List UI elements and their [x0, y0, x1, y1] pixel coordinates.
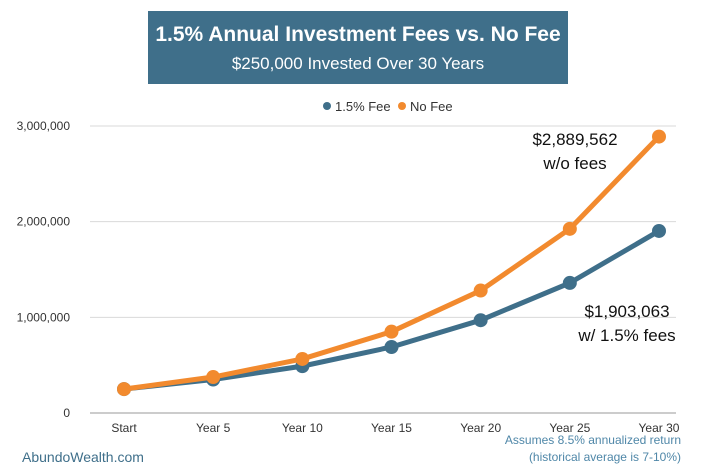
legend-marker-fee	[323, 102, 331, 110]
chart-subtitle: $250,000 Invested Over 30 Years	[231, 54, 485, 73]
x-tick-label: Year 10	[282, 421, 323, 435]
legend-marker-nofee	[398, 102, 406, 110]
gridlines	[90, 125, 676, 414]
data-point-fee	[384, 339, 399, 354]
legend-label-fee: 1.5% Fee	[335, 99, 391, 114]
chart-title: 1.5% Annual Investment Fees vs. No Fee	[155, 23, 561, 46]
chart-header: 1.5% Annual Investment Fees vs. No Fee $…	[148, 11, 568, 84]
legend-label-nofee: No Fee	[410, 99, 453, 114]
series-lines	[117, 129, 666, 397]
x-tick-label: Year 30	[639, 421, 680, 435]
data-point-fee	[652, 223, 666, 238]
annotation-nofee-value: $2,889,562	[532, 130, 617, 149]
data-point-nofee	[652, 129, 666, 144]
x-tick-label: Year 5	[196, 421, 231, 435]
data-point-nofee	[295, 351, 310, 366]
assumption-note-line2: (historical average is 7-10%)	[528, 450, 681, 464]
annotation-fee-value: $1,903,063	[584, 302, 669, 321]
data-point-nofee	[384, 324, 399, 339]
y-tick-label: 2,000,000	[17, 215, 71, 229]
data-point-nofee	[562, 221, 577, 236]
legend: 1.5% Fee No Fee	[323, 99, 453, 114]
y-tick-label: 3,000,000	[17, 119, 71, 133]
annotations: $2,889,562 w/o fees $1,903,063 w/ 1.5% f…	[532, 130, 675, 345]
y-tick-label: 0	[63, 406, 70, 420]
annotation-fee-label: w/ 1.5% fees	[577, 326, 675, 345]
assumption-note-line1: Assumes 8.5% annualized return	[504, 433, 681, 447]
data-point-fee	[562, 275, 577, 290]
brand-label: AbundoWealth.com	[22, 449, 144, 465]
data-point-nofee	[117, 382, 131, 397]
x-tick-label: Year 15	[371, 421, 412, 435]
series-line-fee	[121, 228, 662, 392]
data-point-nofee	[473, 283, 488, 298]
x-tick-label: Year 20	[460, 421, 501, 435]
y-tick-label: 1,000,000	[17, 310, 71, 324]
x-tick-label: Year 25	[549, 421, 590, 435]
axes: 0 1,000,000 2,000,000 3,000,000 Start Year 5 Y…	[17, 119, 680, 435]
data-point-fee	[473, 313, 488, 328]
assumption-note: Assumes 8.5% annualized return (historic…	[505, 432, 681, 466]
data-point-nofee	[206, 370, 221, 385]
annotation-nofee-label: w/o fees	[542, 154, 606, 173]
x-tick-label: Start	[111, 421, 137, 435]
